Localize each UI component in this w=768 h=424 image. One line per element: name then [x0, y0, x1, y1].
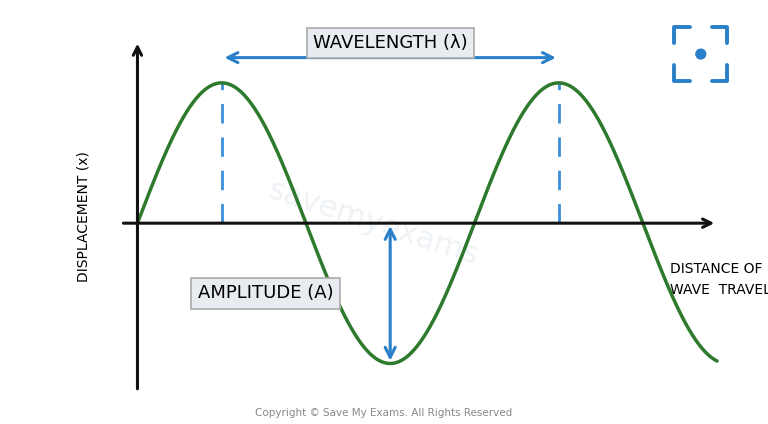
Circle shape: [669, 22, 733, 86]
Text: WAVELENGTH (λ): WAVELENGTH (λ): [313, 34, 468, 52]
Text: DISPLACEMENT (x): DISPLACEMENT (x): [76, 151, 91, 282]
Text: Copyright © Save My Exams. All Rights Reserved: Copyright © Save My Exams. All Rights Re…: [256, 407, 512, 418]
Text: DISTANCE OF
WAVE  TRAVEL: DISTANCE OF WAVE TRAVEL: [670, 262, 768, 297]
Circle shape: [696, 49, 706, 59]
Text: savemyexams: savemyexams: [264, 176, 482, 271]
Text: AMPLITUDE (A): AMPLITUDE (A): [197, 285, 333, 302]
